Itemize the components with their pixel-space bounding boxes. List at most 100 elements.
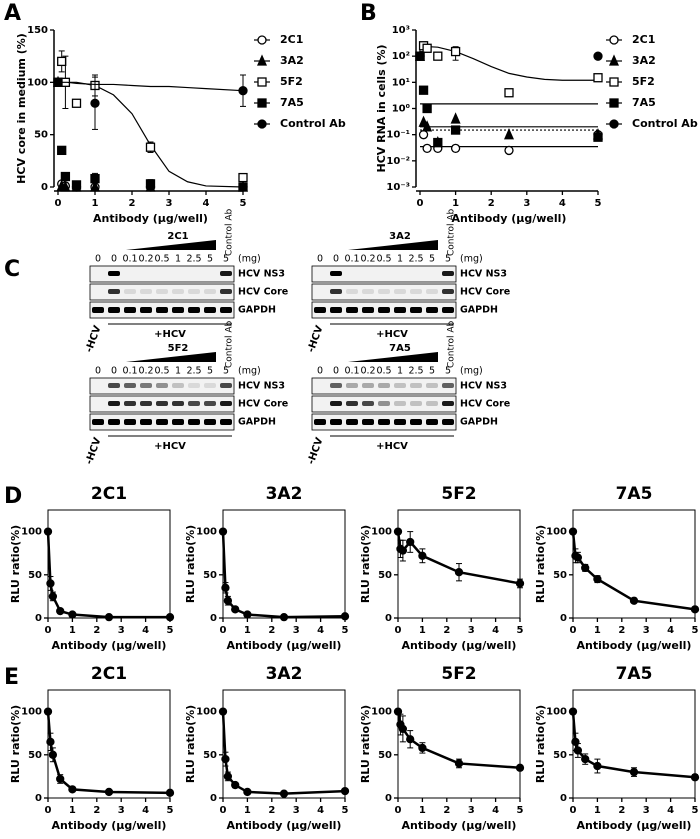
data-point [71,180,82,190]
x-tick-label: 4 [667,805,674,816]
blot-band [346,307,358,313]
blot-band [410,419,422,425]
data-point [690,605,700,614]
data-point [57,145,67,156]
x-tick-label: 2 [618,625,625,636]
dose-wedge [126,240,216,250]
legend-marker [257,119,267,129]
blot-band [156,289,168,294]
blot-band [394,289,406,294]
y-tick-label: 100 [196,527,217,538]
lane-label: 0.1 [344,366,359,377]
unit-label: (mg) [238,254,261,265]
legend-label: 2C1 [632,33,655,46]
y-tick-label: 0 [560,793,567,804]
data-point [68,610,77,619]
lane-label: 0 [95,254,101,265]
data-point [46,579,55,588]
blot-band [156,401,168,406]
lane-label: 0 [333,254,339,265]
data-point [90,98,100,108]
data-point [581,754,590,764]
blot-band [330,307,342,313]
y-tick-label: 0 [385,793,392,804]
data-point [450,46,461,57]
data-point [393,707,403,716]
y-axis-label: HCV RNA in cells (%) [375,44,388,172]
x-tick-label: 5 [692,625,699,636]
x-tick-label: 4 [492,805,499,816]
legend-label: 3A2 [280,54,304,67]
plus-label: +HCV [154,329,186,340]
x-axis-label: Antibody (μg/well) [227,639,342,652]
blot-band [330,383,342,388]
minus-label: -HCV [306,436,326,466]
y-tick-label: 0 [560,613,567,624]
y-tick-label: 0 [35,613,42,624]
x-tick-label: 2 [129,198,136,209]
data-point [43,707,53,716]
blot-band [124,307,136,313]
blot-band [330,401,342,406]
blot-band [124,419,136,425]
data-point [56,774,65,784]
data-point [573,553,583,562]
data-point [433,51,443,61]
y-tick-label: 10⁻³ [386,182,410,193]
unit-label: (mg) [460,254,483,265]
lane-label: 1 [175,366,181,377]
panel-label: B [360,1,377,26]
blot-band [204,419,216,425]
blot-strip [89,377,235,395]
blot-title: 3A2 [389,231,411,242]
y-tick-label: 10³ [392,25,410,36]
data-point [593,132,603,142]
plot-frame [397,689,521,799]
blot-band [426,307,438,313]
x-tick-label: 4 [317,625,324,636]
x-tick-label: 0 [395,805,402,816]
blot-band [188,419,200,425]
x-tick-label: 5 [240,198,247,209]
legend-label: 3A2 [632,54,656,67]
blot-band [442,419,454,425]
blot-band [426,419,438,425]
chart-title: 2C1 [91,664,127,684]
y-tick-label: 50 [203,750,217,761]
blot-title: 2C1 [167,231,188,242]
lane-label: 0.5 [376,366,391,377]
lane-label: 2.5 [408,366,423,377]
x-tick-label: 3 [118,625,125,636]
minus-label: -HCV [84,436,104,466]
lane-label: 2.5 [186,366,201,377]
data-point [422,103,432,114]
y-axis-label: HCV core in medium (%) [15,33,28,184]
data-line [46,711,171,795]
blot-band [442,289,454,294]
data-point [581,563,590,573]
blot-band [220,401,232,406]
plot-frame [222,689,346,799]
legend-marker [609,35,619,45]
blot-band [172,383,184,388]
legend-marker [256,54,268,66]
lane-label: 5 [223,254,229,265]
x-tick-label: 1 [594,805,601,816]
x-axis-label: Antibody (μg/well) [577,639,692,652]
lane-label: 1 [397,366,403,377]
x-tick-label: 1 [419,805,426,816]
data-point [145,142,156,152]
y-tick-label: 0 [35,793,42,804]
blot-band [172,307,184,313]
legend-label: 5F2 [280,75,303,88]
blot-band [108,383,120,388]
blot-band [156,307,168,313]
dose-wedge [348,352,438,362]
blot-band [204,289,216,294]
x-tick-label: 1 [244,625,251,636]
chart-title: 7A5 [616,484,653,504]
blot-title: 7A5 [389,343,411,354]
blot-band [394,419,406,425]
blot-band [442,271,454,276]
